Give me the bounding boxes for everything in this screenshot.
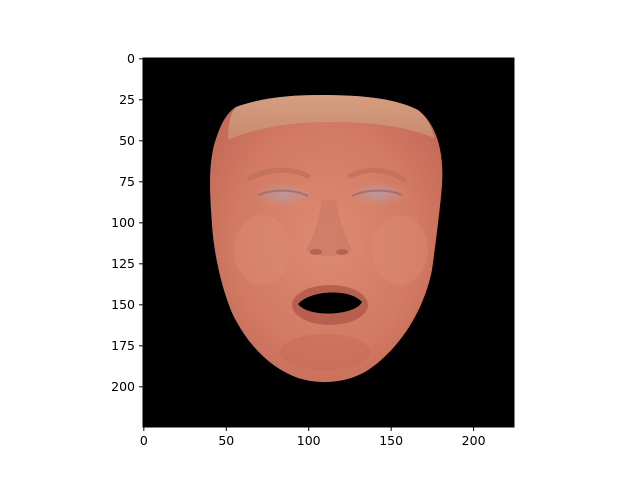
y-tick-label: 50 xyxy=(119,133,135,148)
y-tick-label: 75 xyxy=(119,174,135,189)
cheek-right xyxy=(372,215,428,285)
axes-frame xyxy=(142,57,515,428)
y-tick-label: 25 xyxy=(119,92,135,107)
y-tick-label: 0 xyxy=(127,51,135,66)
y-tick-label: 100 xyxy=(111,215,135,230)
x-tick-label: 50 xyxy=(218,433,234,448)
y-tick-label: 150 xyxy=(111,297,135,312)
hair-region xyxy=(228,95,434,140)
x-tick-label: 0 xyxy=(140,433,148,448)
y-tick-label: 175 xyxy=(111,338,135,353)
x-tick-label: 200 xyxy=(462,433,486,448)
nose xyxy=(306,200,352,256)
eye-left-line xyxy=(257,189,309,197)
brow-right xyxy=(347,168,407,183)
y-axis: 0 25 50 75 100 125 150 175 200 xyxy=(111,51,143,394)
image-area xyxy=(143,58,514,427)
nostril-right xyxy=(336,249,348,255)
cheek-left xyxy=(234,215,290,285)
y-tick-label: 125 xyxy=(111,256,135,271)
x-tick-label: 150 xyxy=(379,433,403,448)
chin xyxy=(280,334,370,370)
nostril-left xyxy=(310,249,322,255)
x-axis: 0 50 100 150 200 xyxy=(140,427,486,448)
x-tick-label: 100 xyxy=(297,433,321,448)
brow-left xyxy=(247,167,311,181)
eye-left xyxy=(253,182,313,208)
eye-right-line xyxy=(351,189,403,197)
y-tick-label: 200 xyxy=(111,379,135,394)
eye-right xyxy=(348,181,408,207)
mouth-opening xyxy=(298,292,362,314)
